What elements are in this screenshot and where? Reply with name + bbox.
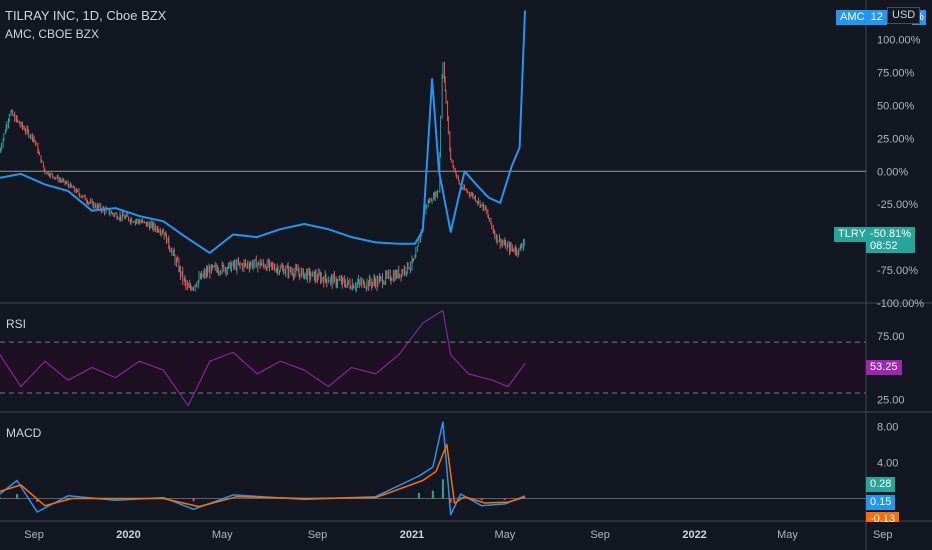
tlry-value: -50.81% (870, 228, 911, 240)
x-axis-ticks: Sep 2020 May Sep 2021 May Sep 2022 May Sep (24, 529, 892, 541)
macd-histogram-bar (480, 498, 483, 501)
y-tick-label: 8.00 (877, 422, 898, 434)
tlry-value-badge: -50.81% 08:52 (866, 227, 915, 253)
compare-title: AMC, CBOE BZX (5, 27, 100, 41)
rsi-band (0, 342, 866, 393)
signal-value-badge: 0.15 (866, 495, 896, 510)
macd-histogram-bar (192, 498, 195, 502)
y-tick-label: -75.00% (877, 265, 918, 277)
series-line-rsi (0, 309, 526, 407)
amc-badge-label: AMC (840, 11, 865, 23)
macd-pane-label: MACD (6, 426, 42, 440)
y-tick-label: 4.00 (877, 458, 898, 470)
macd-histogram-bar (36, 498, 39, 502)
rsi-pane-label: RSI (6, 317, 27, 331)
amc-badge: AMC 12 (836, 10, 887, 25)
macd-histogram-bar (503, 498, 506, 500)
x-tick-label: 2020 (116, 529, 140, 541)
x-tick-label: May (212, 529, 233, 541)
x-tick-label: Sep (308, 529, 328, 541)
series-lines (0, 10, 526, 516)
series-line-signal (0, 443, 526, 508)
macd-histogram-bar (417, 492, 420, 499)
tlry-label-badge: TLRY (834, 227, 870, 242)
macd-value-badge: 0.28 (866, 477, 896, 492)
y-axis-ticks: 100.00% 75.00% 50.00% 25.00% 0.00% -25.00% -75… (877, 35, 924, 470)
macd-histogram-bar (459, 497, 462, 499)
macd-histogram-bar (441, 479, 444, 499)
series-line-amc (0, 10, 526, 254)
x-tick-label: 2021 (400, 529, 424, 541)
tilray-candles (0, 61, 525, 293)
x-tick-label: May (494, 529, 515, 541)
x-tick-label: Sep (24, 529, 44, 541)
chart-title: TILRAY INC, 1D, Cboe BZX (5, 8, 167, 23)
y-tick-label: 100.00% (877, 35, 921, 47)
y-tick-label: 25.00% (877, 133, 915, 145)
macd-histogram-bar (431, 490, 434, 499)
x-tick-label: Sep (873, 529, 893, 541)
macd-histogram-bar (67, 497, 70, 499)
y-tick-label: 50.00% (877, 100, 915, 112)
macd-histogram-bar (0, 497, 1, 499)
x-tick-label: May (777, 529, 798, 541)
x-tick-label: 2022 (682, 529, 706, 541)
tlry-countdown: 08:52 (870, 240, 898, 252)
y-tick-label: -25.00% (877, 199, 918, 211)
macd-histogram-bar (232, 497, 235, 499)
y-tick-label: 75.00 (877, 331, 905, 343)
x-tick-label: Sep (590, 529, 610, 541)
currency-button[interactable]: USD (887, 7, 921, 24)
macd-histogram-bar (449, 498, 452, 503)
y-tick-label: -100.00% (877, 298, 924, 310)
amc-badge-value: 12 (870, 11, 883, 23)
y-tick-label: 0.00% (877, 166, 908, 178)
series-line-macd (0, 421, 526, 516)
macd-histogram-bar (524, 497, 526, 499)
y-tick-label: 25.00 (877, 394, 905, 406)
y-tick-label: 75.00% (877, 67, 915, 79)
macd-histogram-bar (16, 494, 19, 499)
histogram-value-badge: -0.13 (866, 512, 900, 522)
rsi-value-badge: 53.25 (866, 360, 902, 375)
